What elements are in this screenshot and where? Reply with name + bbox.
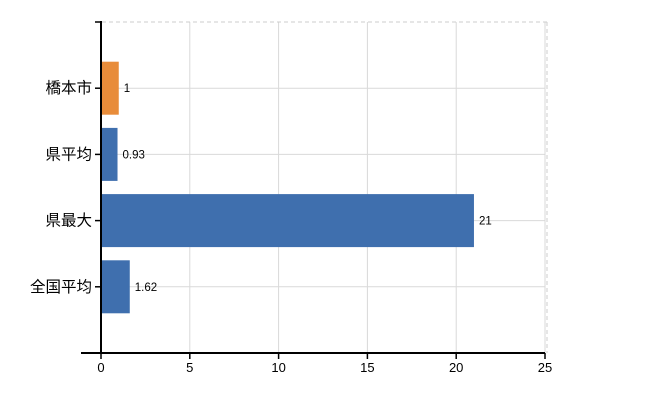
x-tick-label: 20 <box>449 360 463 375</box>
bar <box>102 260 130 314</box>
x-tick-label: 5 <box>186 360 193 375</box>
category-label: 県最大 <box>45 212 92 230</box>
x-tick-label: 0 <box>97 360 104 375</box>
bar-value-label: 0.93 <box>123 149 145 161</box>
x-tick-label: 10 <box>271 360 285 375</box>
bar-value-label: 1.62 <box>135 282 157 294</box>
bar <box>102 61 119 115</box>
bar-value-label: 21 <box>479 216 492 228</box>
category-label: 全国平均 <box>30 278 92 296</box>
category-label: 橋本市 <box>45 79 92 97</box>
bar <box>102 127 118 181</box>
x-tick-label: 25 <box>538 360 552 375</box>
category-label: 県平均 <box>45 145 92 163</box>
bar-value-label: 1 <box>124 83 130 95</box>
bar <box>102 194 474 248</box>
x-tick-label: 15 <box>360 360 374 375</box>
